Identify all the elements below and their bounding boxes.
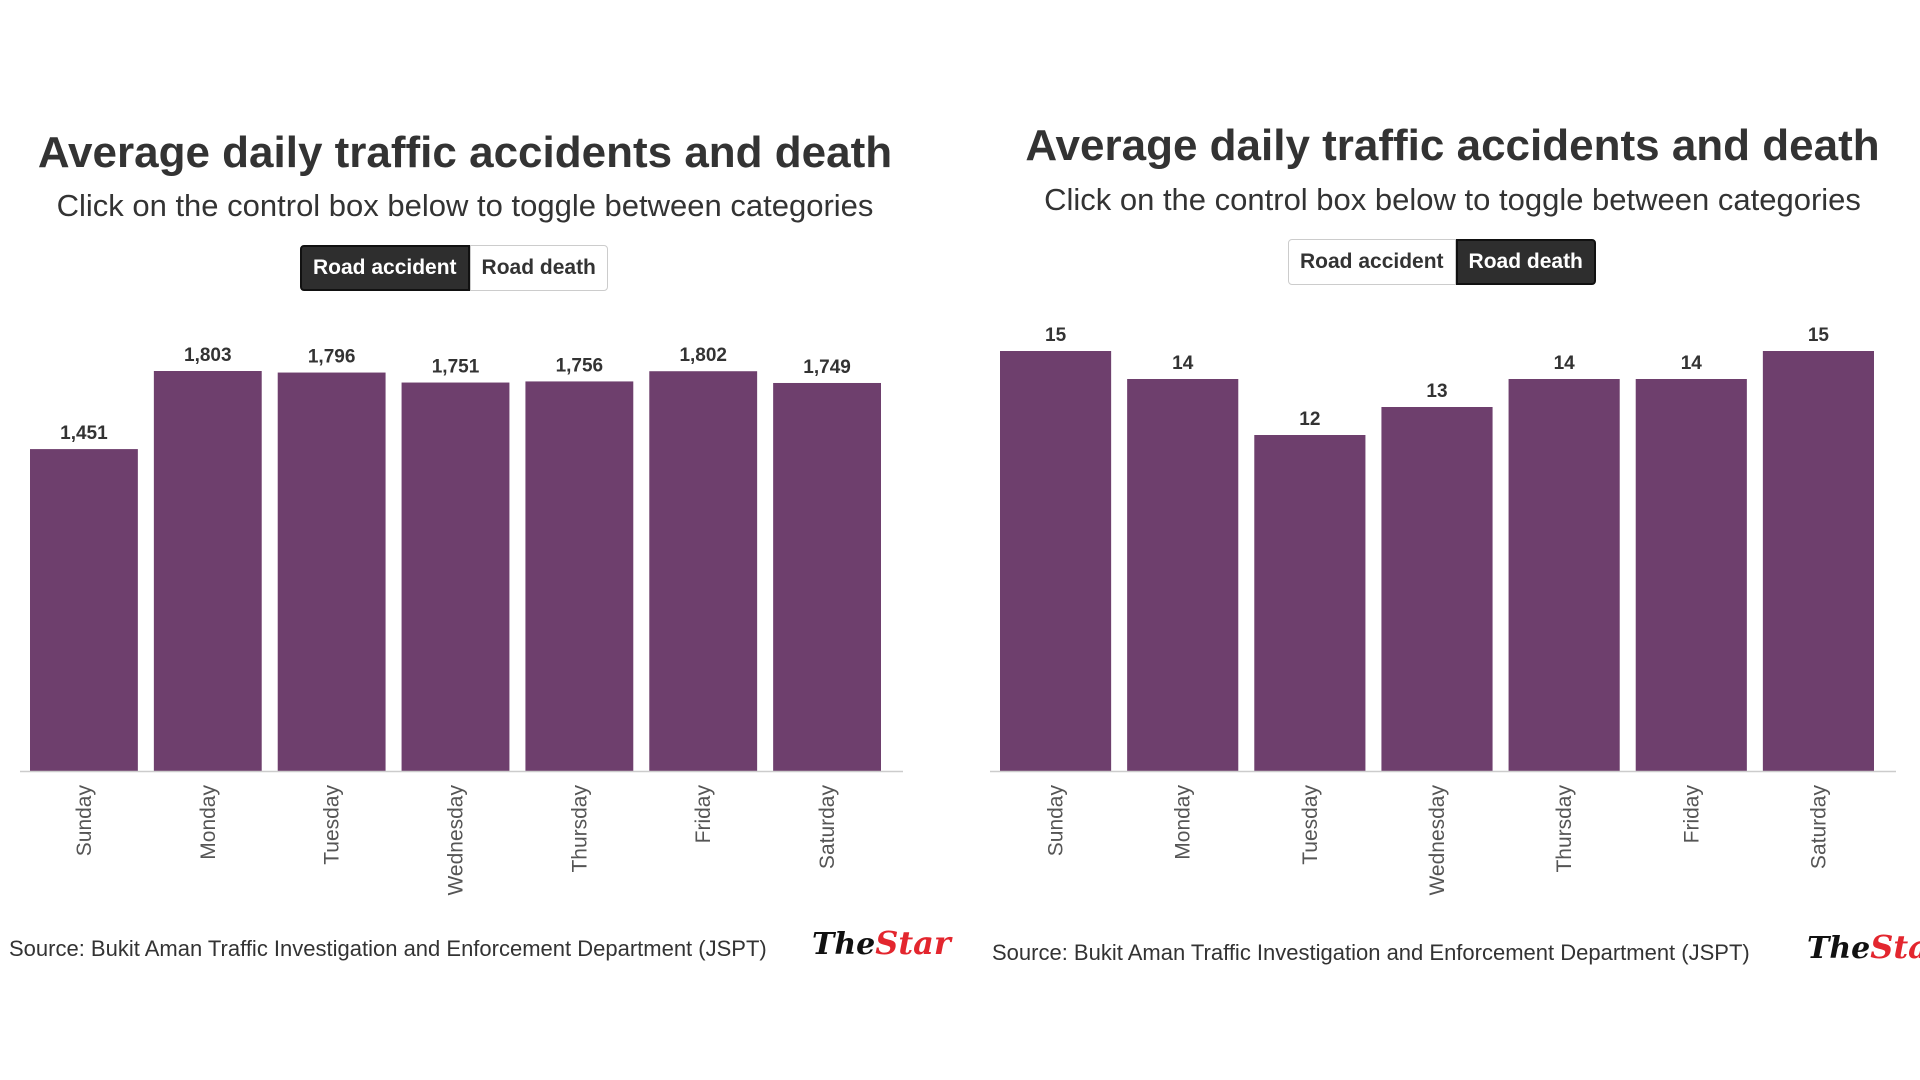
data-label: 1,749 xyxy=(803,357,851,378)
the-star-logo: TheStar xyxy=(812,924,951,962)
x-tick-label: Sunday xyxy=(1045,785,1068,857)
bar-chart: 1,451 Sunday 1,803 Monday 1,796 Tuesday 1,751 W… xyxy=(20,345,903,896)
x-tick-label: Wednesday xyxy=(445,785,468,896)
chart-subtitle: Click on the control box below to toggle… xyxy=(56,188,874,223)
bar-monday[interactable] xyxy=(153,371,262,771)
source-note: Source: Bukit Aman Traffic Investigation… xyxy=(992,940,1750,965)
chart-subtitle: Click on the control box below to toggle… xyxy=(1044,182,1861,217)
bar-tuesday[interactable] xyxy=(277,372,386,771)
x-tick-label: Thursday xyxy=(568,785,591,873)
bar-friday[interactable] xyxy=(1635,379,1747,771)
data-label: 14 xyxy=(1172,353,1194,374)
bar-thursday[interactable] xyxy=(525,381,634,771)
toggle-road-death-button[interactable]: Road death xyxy=(1455,239,1596,285)
x-tick-label: Friday xyxy=(1680,785,1703,844)
x-tick-label: Tuesday xyxy=(321,785,344,865)
data-label: 13 xyxy=(1426,381,1447,402)
chart-title: Average daily traffic accidents and deat… xyxy=(1025,121,1880,170)
bar-tuesday[interactable] xyxy=(1254,435,1366,771)
chart-panel-road-death: Average daily traffic accidents and deat… xyxy=(985,0,1920,1080)
x-tick-label: Monday xyxy=(197,785,220,860)
data-label: 1,756 xyxy=(556,355,604,376)
chart-title: Average daily traffic accidents and deat… xyxy=(37,128,893,177)
data-label: 1,451 xyxy=(60,423,108,444)
bar-wednesday[interactable] xyxy=(401,382,510,771)
data-label: 14 xyxy=(1554,353,1576,374)
category-toggle: Road accident Road death xyxy=(300,245,608,291)
source-note: Source: Bukit Aman Traffic Investigation… xyxy=(9,936,767,961)
bar-thursday[interactable] xyxy=(1508,379,1620,771)
bars xyxy=(1000,351,1874,771)
data-label: 14 xyxy=(1681,353,1703,374)
x-tick-label: Thursday xyxy=(1553,785,1576,873)
bar-sunday[interactable] xyxy=(30,449,138,771)
the-star-logo: TheStar xyxy=(1807,928,1920,966)
data-label: 1,802 xyxy=(679,345,727,366)
bar-chart: 15 Sunday 14 Monday 12 Tuesday 13 Wednesday 14 Th… xyxy=(990,325,1896,896)
bar-monday[interactable] xyxy=(1127,379,1239,771)
x-tick-label: Wednesday xyxy=(1426,785,1449,896)
chart-panel-road-accident: Average daily traffic accidents and deat… xyxy=(0,0,951,1080)
x-tick-label: Monday xyxy=(1172,785,1195,860)
bar-saturday[interactable] xyxy=(1762,351,1874,771)
data-label: 1,751 xyxy=(432,357,480,378)
toggle-road-accident-button[interactable]: Road accident xyxy=(1288,239,1456,285)
data-label: 1,796 xyxy=(308,347,356,368)
bar-sunday[interactable] xyxy=(1000,351,1112,771)
x-tick-label: Saturday xyxy=(816,785,839,870)
bars xyxy=(30,371,881,771)
toggle-road-death-button[interactable]: Road death xyxy=(469,245,608,291)
bar-saturday[interactable] xyxy=(773,382,881,771)
x-tick-label: Saturday xyxy=(1807,785,1830,870)
x-tick-label: Friday xyxy=(692,785,715,844)
category-toggle: Road accident Road death xyxy=(1288,239,1596,285)
data-label: 12 xyxy=(1299,409,1320,430)
bar-wednesday[interactable] xyxy=(1381,407,1493,771)
data-label: 15 xyxy=(1808,325,1830,346)
toggle-road-accident-button[interactable]: Road accident xyxy=(300,245,470,291)
x-tick-label: Tuesday xyxy=(1299,785,1322,865)
bar-friday[interactable] xyxy=(649,371,758,771)
data-label: 15 xyxy=(1045,325,1067,346)
x-tick-label: Sunday xyxy=(73,785,96,857)
data-label: 1,803 xyxy=(184,345,232,366)
